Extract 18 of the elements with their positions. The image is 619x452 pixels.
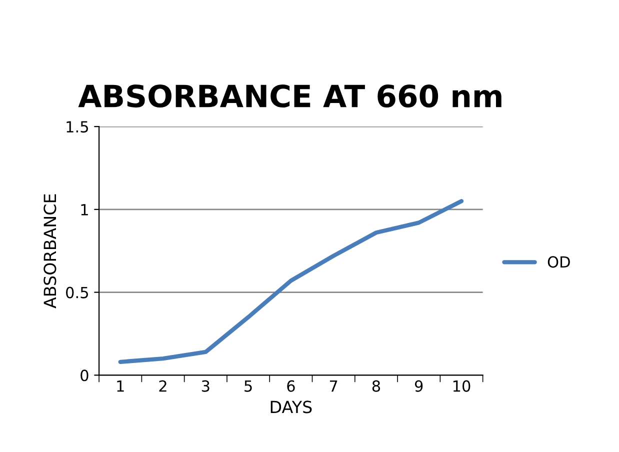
x-tick-label: 10 — [453, 380, 470, 392]
x-tick-label: 3 — [202, 380, 210, 392]
y-tick-label: 0.5 — [66, 286, 88, 298]
x-tick-label: 1 — [117, 380, 124, 392]
x-tick-label: 5 — [244, 380, 252, 392]
x-tick-label: 7 — [330, 380, 338, 392]
line-series — [118, 199, 464, 364]
legend-label: OD — [548, 256, 570, 268]
x-axis-title: DAYS — [270, 400, 312, 414]
y-tick-label: 1 — [81, 204, 88, 216]
x-tick-label: 8 — [372, 380, 380, 392]
x-tick-label: 9 — [414, 380, 423, 392]
y-tick-label: 0 — [80, 370, 88, 382]
chart-title: ABSORBANCE AT 660 nm — [78, 84, 502, 108]
y-tick-label: 1.5 — [66, 121, 88, 133]
y-axis-title: ABSORBANCE — [44, 194, 56, 308]
x-tick-label: 2 — [159, 380, 166, 392]
x-tick-label: 6 — [287, 380, 295, 392]
